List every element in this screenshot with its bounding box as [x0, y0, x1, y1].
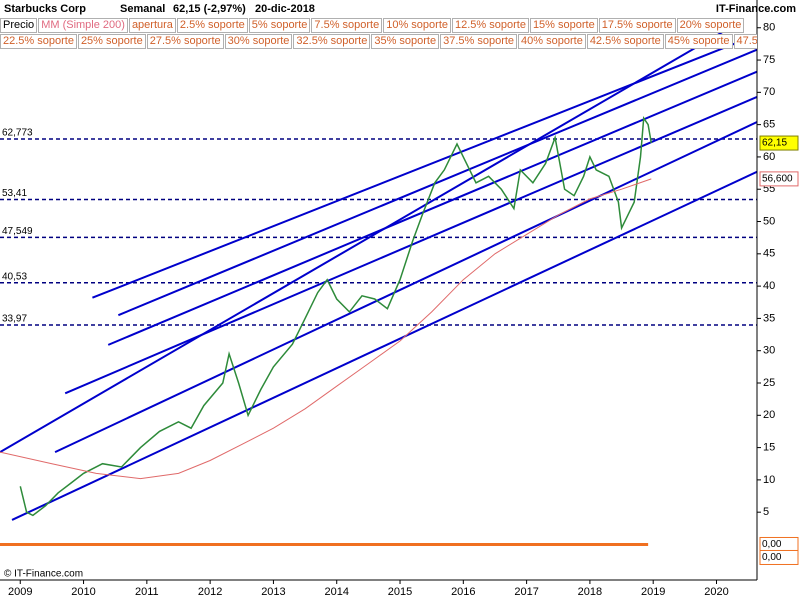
level-label: 33,97	[2, 314, 27, 325]
legend-item: 10% soporte	[383, 18, 451, 33]
y-tick-label: 70	[763, 86, 775, 98]
x-tick-label: 2013	[261, 586, 285, 598]
y-tick-label: 5	[763, 506, 769, 518]
legend-item: 27.5% soporte	[146, 34, 224, 49]
x-tick-label: 2010	[71, 586, 95, 598]
value-box	[759, 171, 799, 187]
legend-item: 35% soporte	[371, 34, 440, 49]
x-tick-label: 2017	[514, 586, 538, 598]
legend-item: 45% soporte	[664, 34, 733, 49]
x-tick-label: 2014	[324, 586, 348, 598]
x-tick-label: 2009	[8, 586, 32, 598]
y-tick-label: 60	[763, 151, 775, 163]
level-label: 40,53	[2, 271, 27, 282]
x-tick-label: 2012	[198, 586, 222, 598]
legend-item: 7.5% soporte	[311, 18, 383, 33]
legend-item: 47.5% soporte	[733, 34, 757, 49]
price-line	[19, 116, 653, 517]
y-tick-label: 20	[763, 409, 775, 421]
chart-title: Starbucks Corp	[4, 3, 86, 15]
y-tick-label: 40	[763, 280, 775, 292]
legend-item: 2.5% soporte	[176, 18, 248, 33]
value-box-label: 62,15	[762, 138, 787, 149]
value-box-label: 56,600	[762, 174, 793, 185]
legend-item: apertura	[128, 18, 176, 33]
legend-item: 20% soporte	[676, 18, 745, 33]
plot-area	[0, 21, 757, 546]
x-tick-label: 2016	[451, 586, 475, 598]
legend-item: 42.5% soporte	[586, 34, 664, 49]
y-tick-label: 45	[763, 248, 775, 260]
channel-line	[0, 21, 741, 453]
y-tick-label: 25	[763, 377, 775, 389]
channel-line	[107, 70, 757, 346]
legend-item: 15% soporte	[529, 18, 598, 33]
value-box-label: 0,00	[762, 539, 782, 550]
brand: IT-Finance.com	[716, 3, 796, 15]
level-label: 62,773	[2, 128, 33, 139]
legend-item: 37.5% soporte	[440, 34, 518, 49]
legend-item: 22.5% soporte	[0, 34, 77, 49]
x-tick-label: 2020	[704, 586, 728, 598]
level-label: 53,41	[2, 188, 27, 199]
legend-item: 5% soporte	[248, 18, 311, 33]
y-tick-label: 65	[763, 119, 775, 131]
ma-line	[0, 178, 652, 480]
legend-item: 12.5% soporte	[452, 18, 529, 33]
legend-item: 25% soporte	[77, 34, 146, 49]
legend-item: 40% soporte	[518, 34, 586, 49]
y-tick-label: 10	[763, 474, 775, 486]
channel-line	[117, 48, 757, 317]
x-tick-label: 2019	[641, 586, 665, 598]
channel-line	[54, 121, 757, 454]
subtitle: 20-dic-2018	[255, 3, 315, 15]
value-box	[759, 549, 799, 565]
value-box	[759, 135, 799, 151]
y-tick-label: 50	[763, 215, 775, 227]
y-tick-label: 30	[763, 345, 775, 357]
x-tick-label: 2018	[578, 586, 602, 598]
copyright: © IT-Finance.com	[4, 569, 83, 580]
channel-line	[92, 33, 757, 299]
legend-row: 22.5% soporte 25% soporte 27.5% soporte 30%…	[0, 34, 757, 49]
legend-item: Precio	[0, 18, 38, 33]
legend-item: 30% soporte	[224, 34, 293, 49]
legend-row: Precio MM (Simple 200) apertura 2.5% soport…	[0, 18, 757, 33]
legend-item: 32.5% soporte	[293, 34, 371, 49]
x-tick-label: 2011	[135, 586, 159, 598]
y-tick-label: 80	[763, 22, 775, 34]
y-tick-label: 75	[763, 54, 775, 66]
y-tick-label: 15	[763, 441, 775, 453]
value-box-label: 0,00	[762, 552, 782, 563]
legend-item: 17.5% soporte	[598, 18, 676, 33]
legend-item: MM (Simple 200)	[38, 18, 128, 33]
channel-line	[11, 170, 757, 521]
level-label: 47,549	[2, 226, 33, 237]
x-tick-label: 2015	[388, 586, 412, 598]
subtitle: Semanal	[120, 3, 165, 15]
subtitle: 62,15 (-2,97%)	[173, 3, 246, 15]
y-tick-label: 35	[763, 312, 775, 324]
